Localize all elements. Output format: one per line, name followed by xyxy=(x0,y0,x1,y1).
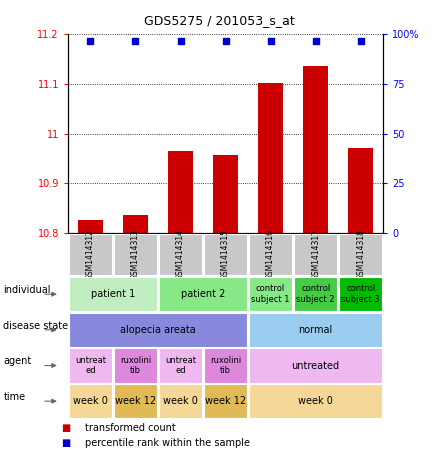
Bar xyxy=(159,277,247,311)
Bar xyxy=(69,384,112,418)
Point xyxy=(87,38,94,45)
Text: GSM1414314: GSM1414314 xyxy=(176,229,185,280)
Text: agent: agent xyxy=(4,356,32,366)
Bar xyxy=(249,277,292,311)
Bar xyxy=(114,234,157,275)
Text: time: time xyxy=(4,392,25,402)
Bar xyxy=(69,348,112,383)
Bar xyxy=(258,83,283,233)
Bar xyxy=(159,234,202,275)
Bar xyxy=(168,151,193,233)
Bar xyxy=(339,277,382,311)
Bar xyxy=(78,220,103,233)
Bar xyxy=(69,277,157,311)
Bar xyxy=(294,234,337,275)
Bar xyxy=(204,348,247,383)
Text: alopecia areata: alopecia areata xyxy=(120,325,196,335)
Text: GSM1414316: GSM1414316 xyxy=(266,229,275,280)
Point xyxy=(312,38,319,45)
Text: normal: normal xyxy=(299,325,333,335)
Text: patient 2: patient 2 xyxy=(181,289,225,299)
Bar xyxy=(249,348,382,383)
Bar xyxy=(249,234,292,275)
Text: untreated: untreated xyxy=(292,361,340,371)
Text: ruxolini
tib: ruxolini tib xyxy=(210,356,241,375)
Bar xyxy=(69,313,247,347)
Text: GSM1414315: GSM1414315 xyxy=(221,229,230,280)
Text: control
subject 2: control subject 2 xyxy=(297,284,335,304)
Bar xyxy=(294,277,337,311)
Bar xyxy=(249,313,382,347)
Text: GSM1414318: GSM1414318 xyxy=(356,229,365,280)
Text: week 0: week 0 xyxy=(298,396,333,406)
Point xyxy=(222,38,229,45)
Point xyxy=(357,38,364,45)
Point xyxy=(177,38,184,45)
Bar xyxy=(114,348,157,383)
Text: ruxolini
tib: ruxolini tib xyxy=(120,356,151,375)
Text: week 0: week 0 xyxy=(73,396,108,406)
Bar xyxy=(159,384,202,418)
Text: patient 1: patient 1 xyxy=(91,289,135,299)
Point xyxy=(132,38,139,45)
Bar xyxy=(123,215,148,233)
Bar xyxy=(204,384,247,418)
Bar xyxy=(213,154,238,233)
Bar xyxy=(159,348,202,383)
Bar xyxy=(339,234,382,275)
Bar xyxy=(204,234,247,275)
Bar xyxy=(303,67,328,233)
Text: untreat
ed: untreat ed xyxy=(165,356,196,375)
Bar xyxy=(348,148,373,233)
Text: ■: ■ xyxy=(61,423,71,433)
Text: control
subject 1: control subject 1 xyxy=(251,284,290,304)
Text: GSM1414317: GSM1414317 xyxy=(311,229,320,280)
Bar xyxy=(249,384,382,418)
Bar xyxy=(114,384,157,418)
Text: individual: individual xyxy=(4,285,51,295)
Text: transformed count: transformed count xyxy=(85,423,176,433)
Text: ■: ■ xyxy=(61,438,71,448)
Text: control
subject 3: control subject 3 xyxy=(341,284,380,304)
Text: GSM1414312: GSM1414312 xyxy=(86,229,95,280)
Text: GDS5275 / 201053_s_at: GDS5275 / 201053_s_at xyxy=(144,14,294,28)
Text: week 0: week 0 xyxy=(163,396,198,406)
Text: disease state: disease state xyxy=(4,321,68,331)
Point xyxy=(267,38,274,45)
Text: week 12: week 12 xyxy=(205,396,246,406)
Text: GSM1414313: GSM1414313 xyxy=(131,229,140,280)
Text: week 12: week 12 xyxy=(115,396,156,406)
Text: percentile rank within the sample: percentile rank within the sample xyxy=(85,438,251,448)
Bar xyxy=(69,234,112,275)
Text: untreat
ed: untreat ed xyxy=(75,356,106,375)
